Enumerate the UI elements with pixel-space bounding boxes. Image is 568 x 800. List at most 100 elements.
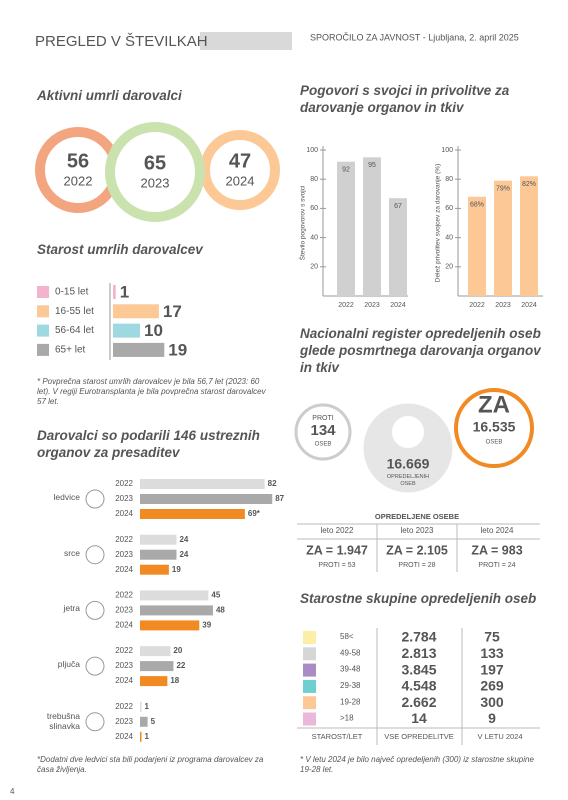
legend-swatch <box>37 324 49 337</box>
section-title: Pogovori s svojci in privolitve za darov… <box>300 83 510 115</box>
all-value: 2.662 <box>401 694 436 710</box>
year-label: 2024 <box>115 509 133 518</box>
value-label: 82% <box>522 181 536 188</box>
y-tick-label: 60 <box>445 205 453 212</box>
against-circle <box>294 403 352 461</box>
za-value: ZA = 2.105 <box>386 543 448 557</box>
organ-name: ledvice <box>53 492 80 502</box>
value-label: 1 <box>120 282 129 301</box>
y-tick-label: 20 <box>445 264 453 271</box>
bar <box>494 180 512 296</box>
group-label: >18 <box>340 714 354 723</box>
value-label: 92 <box>342 167 350 174</box>
year-label: 2022 <box>115 535 133 544</box>
legend-swatch <box>303 696 316 710</box>
y-tick-label: 40 <box>310 234 318 241</box>
value-label: 18 <box>170 676 179 685</box>
year-value: 269 <box>480 678 504 694</box>
ring-year: 2023 <box>141 175 170 190</box>
x-tick-label: 2023 <box>364 302 380 309</box>
year-value: 133 <box>480 645 504 661</box>
legend-swatch <box>303 631 316 644</box>
all-value: 3.845 <box>401 661 436 677</box>
column-year: leto 2022 <box>321 526 354 535</box>
value-label: 17 <box>163 302 182 321</box>
section-title: Starost umrlih darovalcev <box>37 242 203 257</box>
ring <box>200 130 280 210</box>
x-tick-label: 2022 <box>469 302 485 309</box>
legend-swatch <box>303 647 316 661</box>
bar <box>140 646 171 657</box>
legend-swatch <box>37 286 49 298</box>
bar <box>337 161 355 296</box>
bar <box>140 605 213 616</box>
bar <box>140 701 142 712</box>
legend-swatch <box>37 305 49 318</box>
for-unit: OSEB <box>486 440 503 446</box>
organ-name: trebušna slinavka <box>46 710 80 732</box>
value-label: 87 <box>275 494 284 503</box>
y-tick-label: 20 <box>310 264 318 271</box>
y-tick-label: 40 <box>445 234 453 241</box>
ring-value: 47 <box>229 150 251 172</box>
value-label: 24 <box>179 550 188 559</box>
value-label: 68% <box>470 202 484 209</box>
value-label: 48 <box>216 606 225 615</box>
organ-icon <box>85 656 105 676</box>
all-value: 2.784 <box>401 629 436 645</box>
section-title: Darovalci so podarili 146 ustreznih orga… <box>37 428 260 460</box>
table-title: OPREDELJENE OSEBE <box>375 512 459 521</box>
x-tick-label: 2024 <box>521 302 537 309</box>
year-label: 2022 <box>115 646 133 655</box>
year-value: 9 <box>488 710 496 726</box>
organ-name: jetra <box>63 603 80 614</box>
value-label: 24 <box>179 535 188 544</box>
column-year: leto 2023 <box>401 526 434 535</box>
group-label: 39-48 <box>340 665 361 674</box>
value-label: 69* <box>248 509 261 518</box>
group-label: 19-28 <box>340 697 361 706</box>
all-value: 14 <box>411 710 427 726</box>
age-label: 56-64 let <box>55 325 94 336</box>
year-value: 197 <box>480 661 504 677</box>
bar <box>113 304 159 319</box>
year-label: 2023 <box>115 494 133 503</box>
proti-value: PROTI = 24 <box>478 562 515 569</box>
note: * Povprečna starost umrlih darovalcev je… <box>37 377 266 406</box>
y-tick-label: 100 <box>306 147 318 154</box>
group-label: 58< <box>340 632 354 641</box>
section-title: Nacionalni register opredeljenih oseb gl… <box>300 326 541 375</box>
bar <box>140 661 174 672</box>
column-header: STAROST/LET <box>312 732 363 741</box>
page-number: 4 <box>10 787 15 796</box>
bar <box>363 157 381 296</box>
organ-name: srce <box>63 547 80 558</box>
for-value: 16.535 <box>473 419 516 435</box>
year-label: 2024 <box>115 621 133 630</box>
value-label: 1 <box>145 732 150 741</box>
y-tick-label: 60 <box>310 205 318 212</box>
year-label: 2024 <box>115 732 133 741</box>
organ-icon <box>85 600 105 620</box>
bar <box>140 676 168 687</box>
proti-value: PROTI = 28 <box>398 562 435 569</box>
legend-swatch <box>303 663 316 677</box>
bar <box>113 323 140 338</box>
bar <box>520 176 538 296</box>
legend-swatch <box>303 679 316 693</box>
against-value: 134 <box>310 422 336 439</box>
za-value: ZA = 983 <box>471 543 522 557</box>
bar <box>140 494 273 504</box>
value-label: 22 <box>176 661 185 670</box>
value-label: 19 <box>172 565 181 574</box>
bar <box>113 342 165 357</box>
year-value: 300 <box>480 694 504 710</box>
bar <box>140 716 148 727</box>
header-subtitle: SPOROČILO ZA JAVNOST - Ljubljana, 2. apr… <box>310 32 519 42</box>
all-value: 4.548 <box>401 678 436 694</box>
bar <box>140 549 177 560</box>
bar <box>140 620 200 631</box>
value-label: 67 <box>394 203 402 210</box>
year-label: 2024 <box>115 565 133 574</box>
